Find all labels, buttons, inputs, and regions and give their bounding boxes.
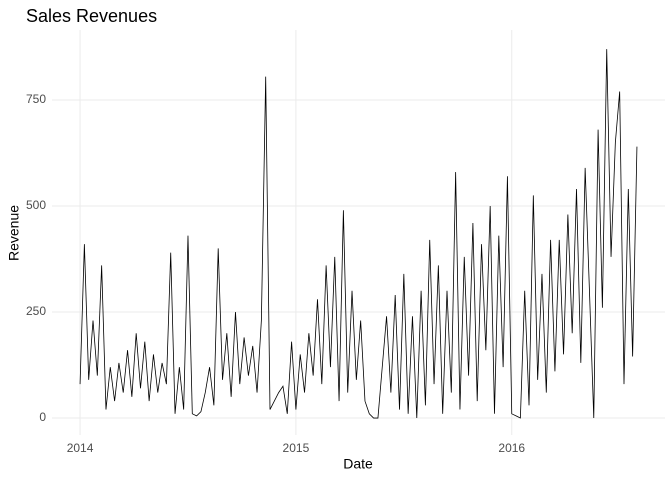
x-axis-label: Date	[343, 456, 373, 472]
line	[79, 49, 638, 419]
y-tick-label: 250	[26, 304, 46, 318]
y-tick-label: 500	[26, 198, 46, 212]
x-tick-label: 2014	[67, 441, 94, 455]
x-tick-label: 2016	[498, 441, 525, 455]
chart-title: Sales Revenues	[26, 6, 157, 26]
x-tick-label: 2015	[283, 441, 310, 455]
y-tick-label: 0	[39, 410, 46, 424]
y-axis-label: Revenue	[6, 205, 22, 261]
y-tick-label: 750	[26, 92, 46, 106]
